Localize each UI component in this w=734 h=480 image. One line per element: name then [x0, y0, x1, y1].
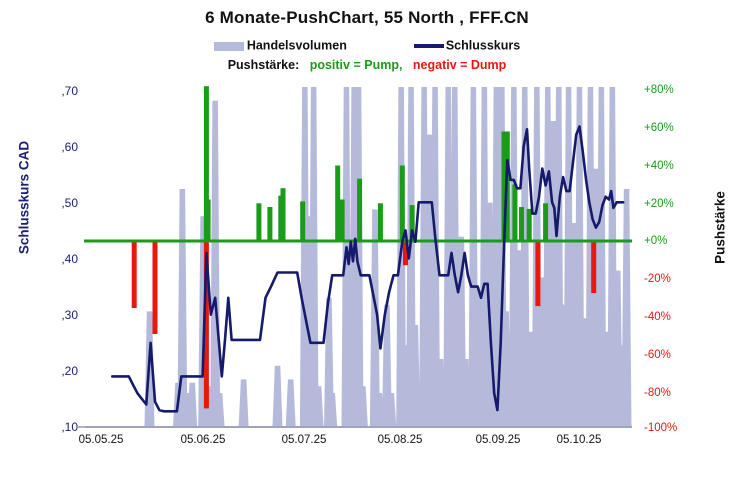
legend-price: Schlusskurs — [413, 38, 521, 54]
x-tick-5: 05.10.25 — [556, 434, 602, 446]
y-right-tick-9: -100% — [644, 422, 678, 434]
y-right-tick-8: -80% — [644, 387, 671, 399]
volume-series — [85, 87, 632, 428]
legend-volume: Handelsvolumen — [213, 38, 347, 54]
price-line-swatch-icon — [413, 44, 444, 49]
x-tick-2: 05.07.25 — [281, 434, 327, 446]
y-right-tick-4: +0% — [644, 235, 668, 247]
y-right-tick-3: +20% — [644, 198, 674, 210]
y-left-tick-6: ,10 — [61, 420, 78, 434]
legend-pushstaerke: Pushstärke: positiv = Pump, negativ = Du… — [0, 58, 734, 72]
x-tick-0: 05.05.25 — [78, 434, 124, 446]
volume-swatch-icon — [213, 41, 244, 51]
y-right-tick-6: -40% — [644, 311, 671, 323]
legend-series: Handelsvolumen Schlusskurs — [0, 38, 734, 53]
y-right-tick-2: +40% — [644, 160, 674, 172]
y-right-tick-1: +60% — [644, 122, 674, 134]
y-left-tick-2: ,50 — [61, 196, 78, 210]
y-right-tick-5: -20% — [644, 273, 671, 285]
y-left-tick-3: ,40 — [61, 252, 78, 266]
price-series — [111, 125, 625, 413]
chart-title: 6 Monate-PushChart, 55 North , FFF.CN — [205, 8, 529, 27]
x-tick-3: 05.08.25 — [377, 434, 423, 446]
y-right-tick-0: +80% — [644, 84, 674, 96]
push-negative-label: negativ = Dump — [412, 58, 507, 72]
push-prefix-label: Pushstärke: — [227, 58, 300, 72]
y-left-tick-4: ,30 — [61, 308, 78, 322]
x-tick-4: 05.09.25 — [475, 434, 521, 446]
y-left-tick-5: ,20 — [61, 364, 78, 378]
y-left-tick-0: ,70 — [61, 84, 78, 98]
x-tick-1: 05.06.25 — [180, 434, 226, 446]
legend-volume-label: Handelsvolumen — [246, 39, 347, 54]
push-positive-label: positiv = Pump, — [309, 58, 403, 72]
y-right-tick-7: -60% — [644, 349, 671, 361]
push-negative-series — [131, 241, 597, 409]
legend-price-label: Schlusskurs — [445, 39, 521, 54]
y-left-tick-1: ,60 — [61, 140, 78, 154]
